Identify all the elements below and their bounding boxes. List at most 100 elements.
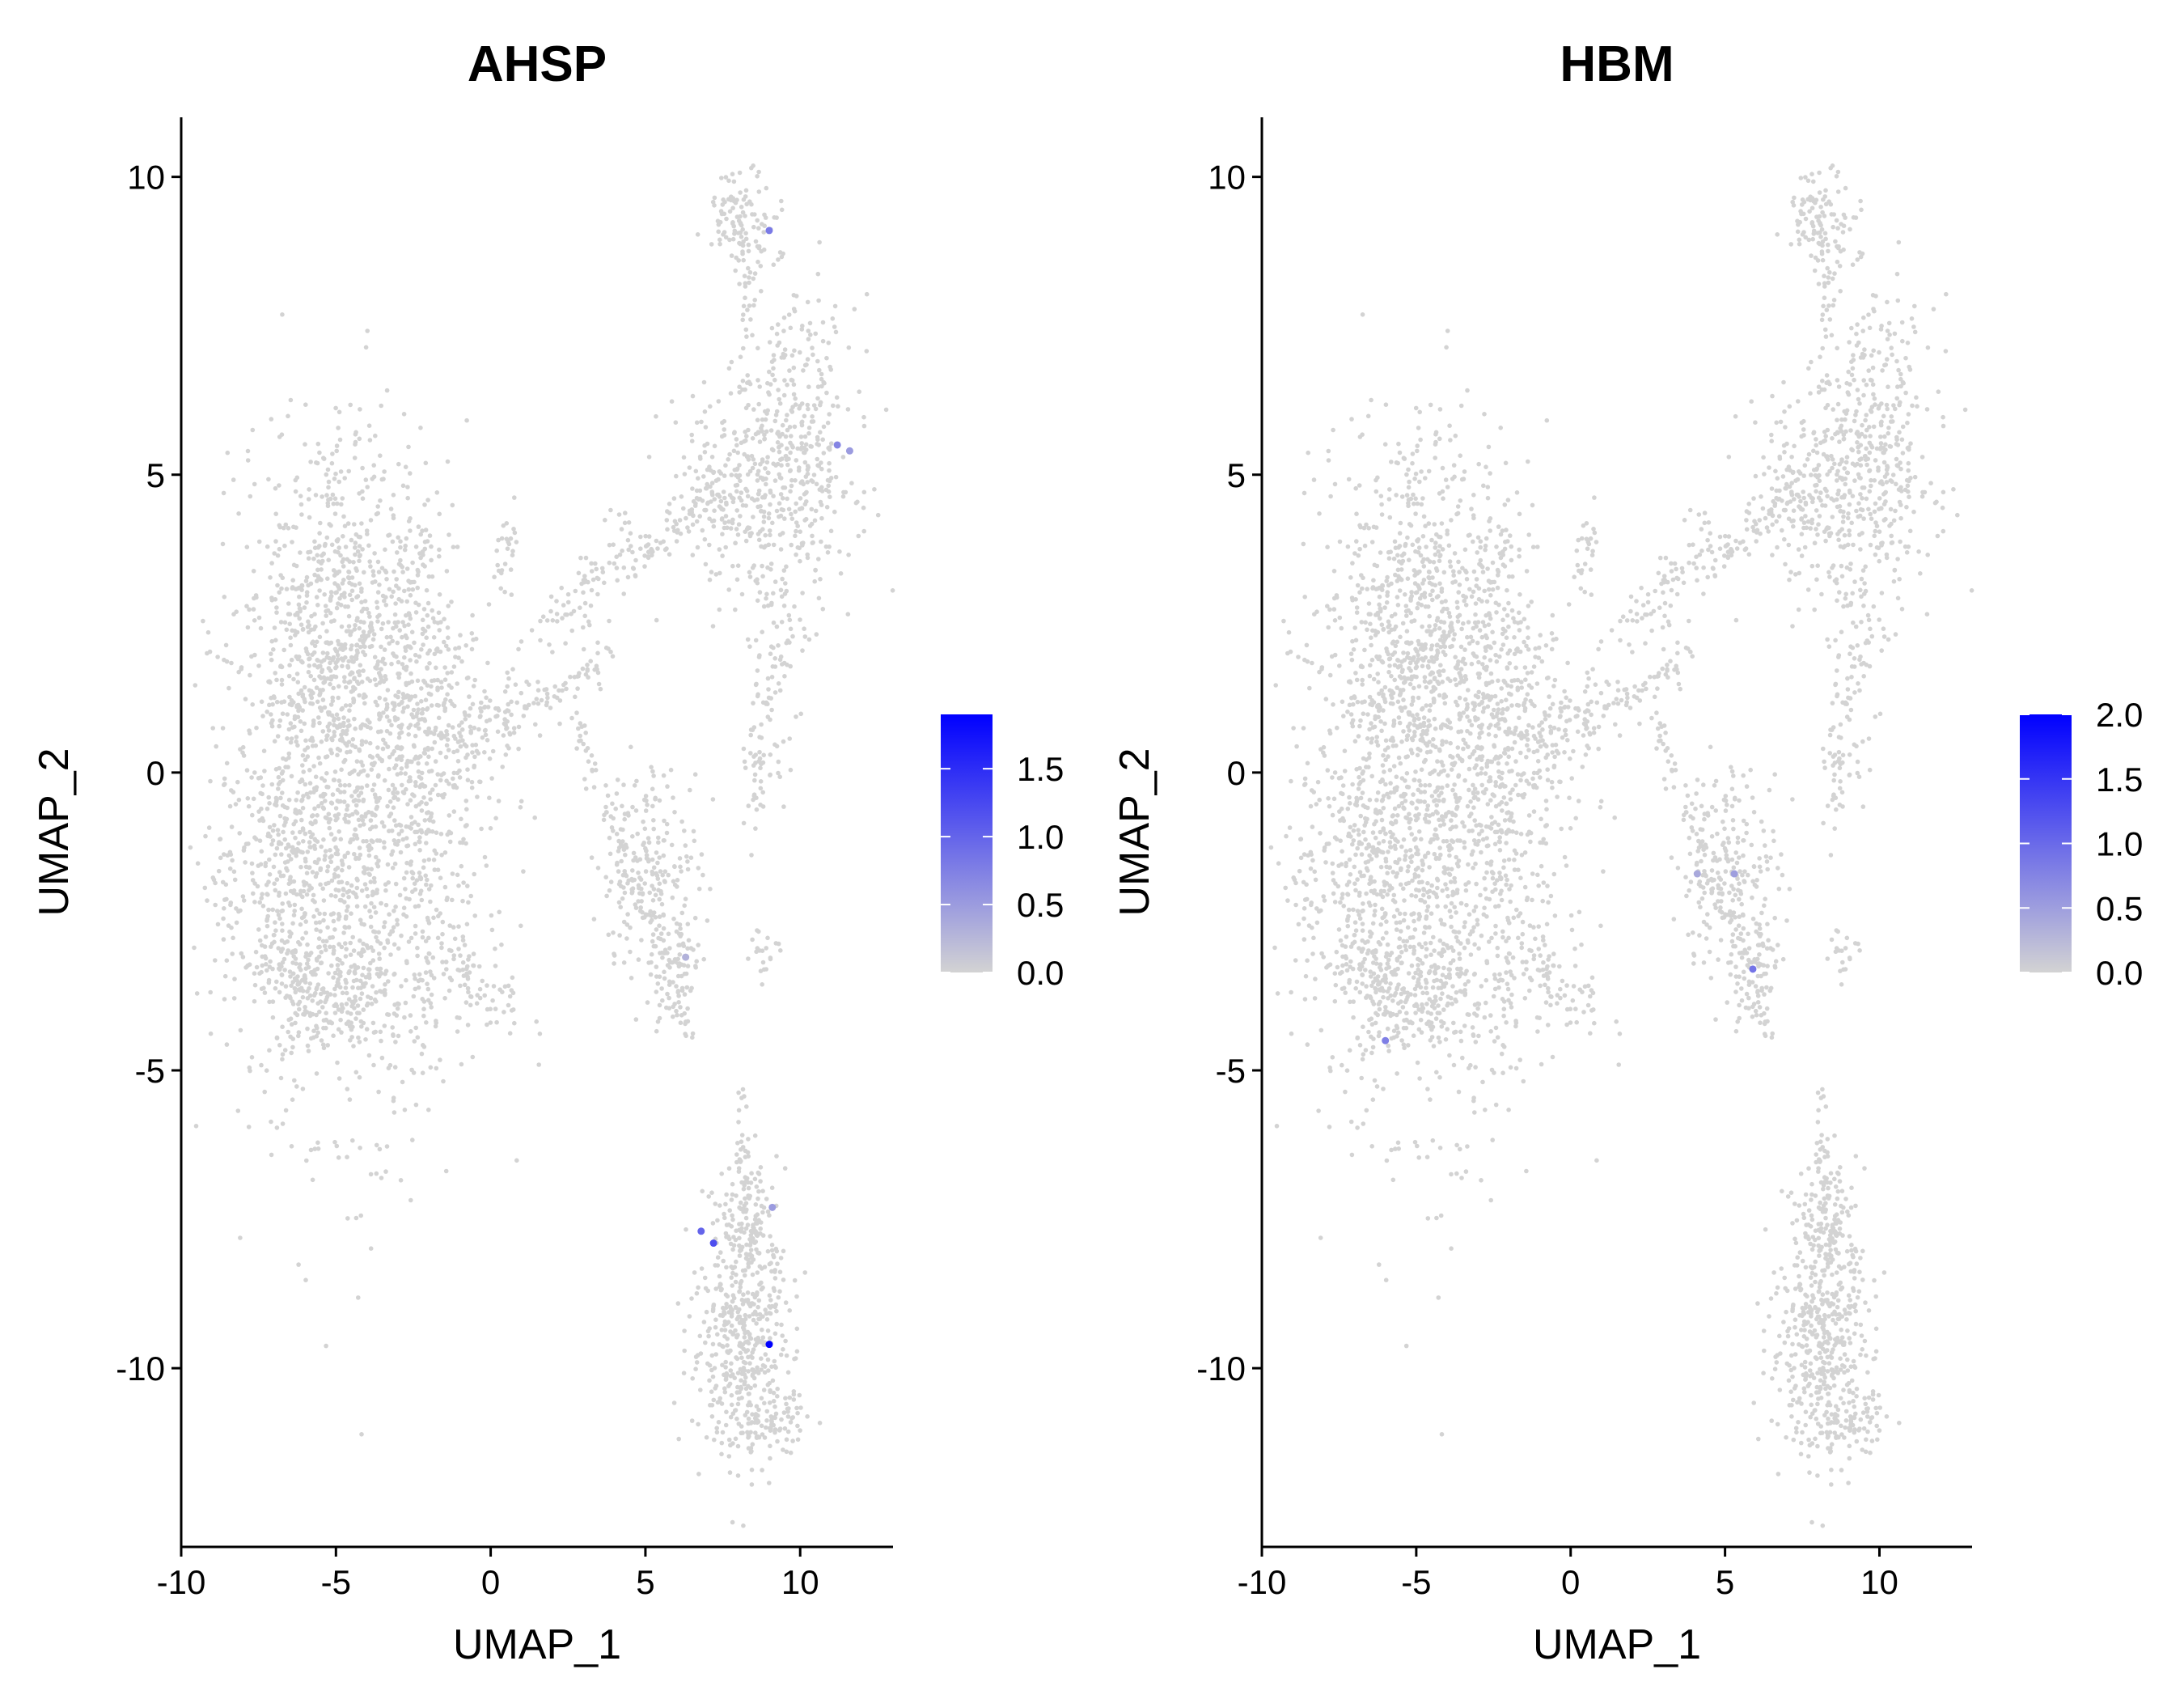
cell-point (267, 964, 273, 969)
cell-point (426, 726, 431, 731)
cell-point (310, 832, 315, 837)
cell-point (737, 463, 742, 468)
cell-point (332, 837, 336, 842)
cell-point (434, 665, 438, 671)
cell-point (386, 620, 391, 625)
cell-point (750, 1272, 756, 1277)
cell-point (346, 1019, 351, 1024)
cell-point (434, 490, 440, 495)
cell-point (785, 446, 789, 451)
cell-point (346, 865, 352, 870)
cell-point (755, 218, 760, 223)
cell-point (446, 722, 451, 728)
cell-point (358, 553, 363, 557)
cell-point (345, 521, 351, 526)
cell-point (250, 427, 256, 433)
cell-point (269, 712, 273, 717)
cell-point (674, 984, 679, 989)
cell-point (799, 327, 805, 332)
cell-point (280, 901, 286, 906)
cell-point (340, 961, 345, 966)
cell-point (745, 637, 751, 642)
cell-point (748, 1248, 754, 1252)
cell-point (335, 746, 341, 752)
cell-point (336, 981, 341, 986)
cell-point (780, 496, 785, 501)
cell-point (493, 964, 498, 968)
cell-point (367, 826, 373, 832)
cell-point (738, 1247, 743, 1252)
cell-point (332, 872, 337, 877)
cell-point (329, 736, 334, 741)
cell-point (368, 914, 374, 920)
cell-point (392, 715, 398, 720)
cell-point (271, 647, 276, 652)
cell-point (756, 1407, 761, 1413)
cell-point (692, 772, 698, 777)
cell-point (765, 603, 771, 608)
cell-point (404, 836, 409, 841)
cell-point (780, 1333, 785, 1338)
cell-point (764, 591, 769, 597)
cell-point (738, 190, 743, 195)
cell-point (743, 1196, 747, 1201)
cell-point (739, 1355, 744, 1360)
cell-point (277, 890, 281, 896)
cell-point (655, 546, 660, 551)
cell-point (746, 1383, 751, 1389)
cell-point (425, 683, 430, 688)
cell-point (692, 915, 698, 921)
cell-point (825, 550, 831, 555)
cell-point (411, 1070, 417, 1075)
cell-point (767, 369, 772, 375)
cell-point (351, 948, 357, 953)
cell-point (781, 1410, 787, 1415)
cell-point (312, 539, 317, 544)
cell-point (788, 450, 793, 455)
cell-point (362, 922, 367, 927)
cell-point (325, 650, 330, 656)
cell-point (347, 708, 352, 713)
cell-point (457, 775, 463, 780)
cell-point (698, 1388, 703, 1392)
y-tick-label: -5 (135, 1052, 165, 1090)
cell-point (581, 625, 586, 630)
cell-point (462, 742, 468, 747)
cell-point (322, 705, 328, 710)
cell-point (864, 349, 870, 354)
cell-point (606, 646, 611, 651)
cell-point (754, 1404, 760, 1409)
cell-point (406, 732, 412, 737)
cell-point (730, 1293, 736, 1298)
cell-point (580, 666, 586, 672)
cell-point (379, 644, 383, 650)
cell-point (435, 688, 440, 693)
cell-point (369, 811, 375, 816)
cell-point (762, 1370, 768, 1375)
cell-point (399, 599, 404, 604)
cell-point (324, 535, 330, 540)
cell-point (352, 676, 357, 682)
cell-point (802, 1270, 807, 1275)
cell-point (245, 625, 251, 630)
cell-point (510, 990, 516, 996)
cell-point (418, 426, 423, 430)
colorbar: 0.00.51.01.5 (941, 714, 1064, 992)
cell-point (308, 673, 314, 679)
cell-point (785, 413, 789, 417)
cell-point (802, 434, 808, 439)
cell-point (334, 605, 340, 611)
cell-point (294, 610, 300, 616)
cell-point (660, 872, 665, 878)
cell-point (743, 1360, 748, 1366)
cell-point (743, 503, 748, 508)
cell-point (485, 1022, 489, 1027)
cell-point (781, 315, 787, 320)
cell-point (321, 989, 327, 995)
cell-point (336, 569, 342, 574)
cell-point (464, 676, 470, 681)
cell-point (391, 589, 396, 595)
cell-point (783, 1338, 788, 1344)
cell-point (231, 477, 236, 482)
